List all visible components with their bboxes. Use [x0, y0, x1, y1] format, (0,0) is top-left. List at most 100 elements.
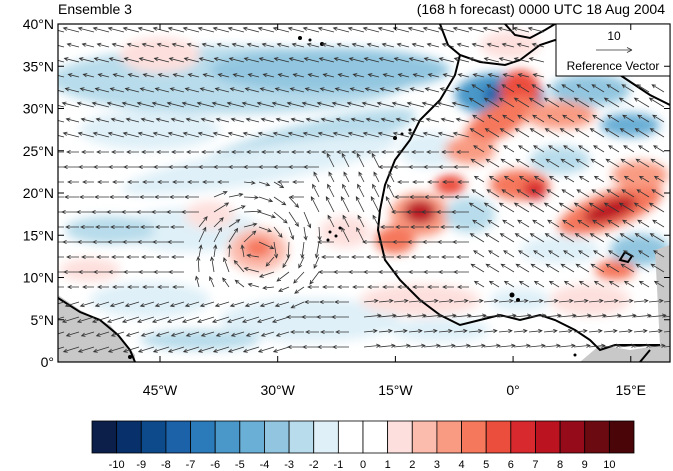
wind-arrow: [171, 149, 184, 155]
wind-arrow: [427, 179, 439, 185]
longitude-axis: 45°W 30°W 15°W 0° 15°E: [143, 24, 646, 398]
wind-arrow: [197, 131, 215, 138]
wind-arrow: [79, 301, 95, 308]
wind-arrow: [154, 301, 170, 308]
wind-arrow: [619, 233, 635, 243]
wind-arrow: [561, 189, 575, 198]
wind-arrow: [197, 26, 215, 33]
wind-arrow: [139, 301, 155, 308]
wind-arrow: [376, 101, 395, 108]
wind-vectors: [58, 26, 670, 353]
wind-arrow: [650, 263, 665, 273]
wind-arrow: [532, 114, 545, 123]
wind-arrow: [592, 219, 605, 228]
wind-arrow: [63, 269, 79, 275]
wind-arrow: [382, 73, 395, 78]
colorbar-box: [411, 420, 438, 454]
wind-arrow: [95, 224, 109, 230]
wind-arrow: [183, 57, 200, 63]
wind-arrow: [558, 298, 574, 304]
wind-arrow: [575, 158, 590, 168]
wind-arrow: [122, 239, 139, 245]
wind-arrow: [272, 131, 290, 138]
colorbar-label: -7: [186, 459, 196, 471]
wind-arrow: [333, 269, 349, 275]
wind-arrow: [287, 344, 304, 350]
wind-arrow: [378, 328, 393, 334]
wind-arrow: [394, 194, 409, 200]
wind-arrow: [291, 42, 305, 48]
wind-arrow: [288, 211, 299, 227]
colorbar-label: -9: [136, 459, 146, 471]
colorbar-boxes: [91, 420, 635, 454]
wind-arrow: [437, 239, 454, 245]
wind-arrow: [227, 131, 245, 138]
wind-arrow: [96, 149, 109, 155]
wind-arrow: [653, 175, 665, 183]
wind-arrow: [471, 84, 485, 93]
wind-arrow: [94, 301, 110, 308]
wind-arrow: [259, 301, 275, 308]
wind-arrow: [66, 42, 80, 48]
wind-arrow: [202, 179, 214, 185]
wind-arrow: [122, 26, 140, 33]
lat-tick-label: 15°N: [23, 227, 54, 243]
wind-arrow: [364, 87, 380, 93]
wind-arrow: [391, 101, 410, 108]
wind-arrow: [501, 189, 515, 198]
wind-arrow: [514, 233, 530, 243]
wind-arrow: [331, 314, 349, 320]
wind-arrow: [392, 131, 410, 138]
wind-arrow: [421, 101, 440, 108]
wind-arrow: [593, 175, 605, 183]
wind-arrow: [543, 202, 560, 213]
wind-arrow: [636, 84, 650, 93]
wind-arrow: [653, 280, 665, 288]
wind-arrow: [425, 117, 440, 123]
wind-arrow: [246, 253, 260, 258]
wind-arrow: [393, 164, 409, 170]
wind-arrow: [184, 194, 199, 200]
wind-arrow: [231, 149, 244, 155]
wind-arrow: [560, 158, 575, 168]
wind-arrow: [502, 114, 515, 123]
colorbar-label: -1: [333, 459, 343, 471]
wind-arrow: [322, 73, 335, 78]
wind-arrow: [363, 343, 381, 348]
wind-arrow: [246, 149, 259, 155]
wind-arrow: [258, 271, 275, 278]
wind-arrow: [634, 128, 650, 138]
wind-arrow: [577, 114, 590, 123]
wind-arrow: [467, 26, 485, 33]
wind-arrow: [531, 84, 545, 93]
wind-arrow: [222, 277, 230, 288]
wind-arrow: [112, 179, 124, 185]
wind-arrow: [303, 226, 308, 241]
wind-arrow: [563, 175, 575, 183]
wind-arrow: [261, 42, 275, 48]
wind-arrow: [350, 117, 365, 123]
wind-arrow: [259, 87, 275, 93]
wind-arrow: [483, 57, 500, 63]
wind-arrow: [95, 331, 110, 337]
wind-arrow: [487, 114, 500, 123]
wind-arrow: [603, 313, 622, 318]
wind-arrow: [408, 343, 426, 348]
wind-arrow: [318, 57, 335, 63]
wind-arrow: [409, 194, 424, 200]
wind-arrow: [577, 219, 590, 228]
wind-arrow: [621, 84, 635, 93]
wind-arrow: [503, 280, 515, 288]
wind-arrow: [406, 101, 425, 108]
lat-tick-label: 0°: [41, 354, 54, 370]
wind-arrow: [377, 26, 395, 33]
wind-arrow: [468, 328, 483, 334]
wind-arrow: [58, 151, 64, 153]
wind-arrow: [356, 152, 365, 168]
wind-arrow: [649, 128, 665, 138]
wind-arrow: [378, 298, 394, 304]
wind-arrow: [61, 101, 80, 108]
wind-arrow: [591, 84, 605, 93]
wind-arrow: [215, 331, 230, 337]
